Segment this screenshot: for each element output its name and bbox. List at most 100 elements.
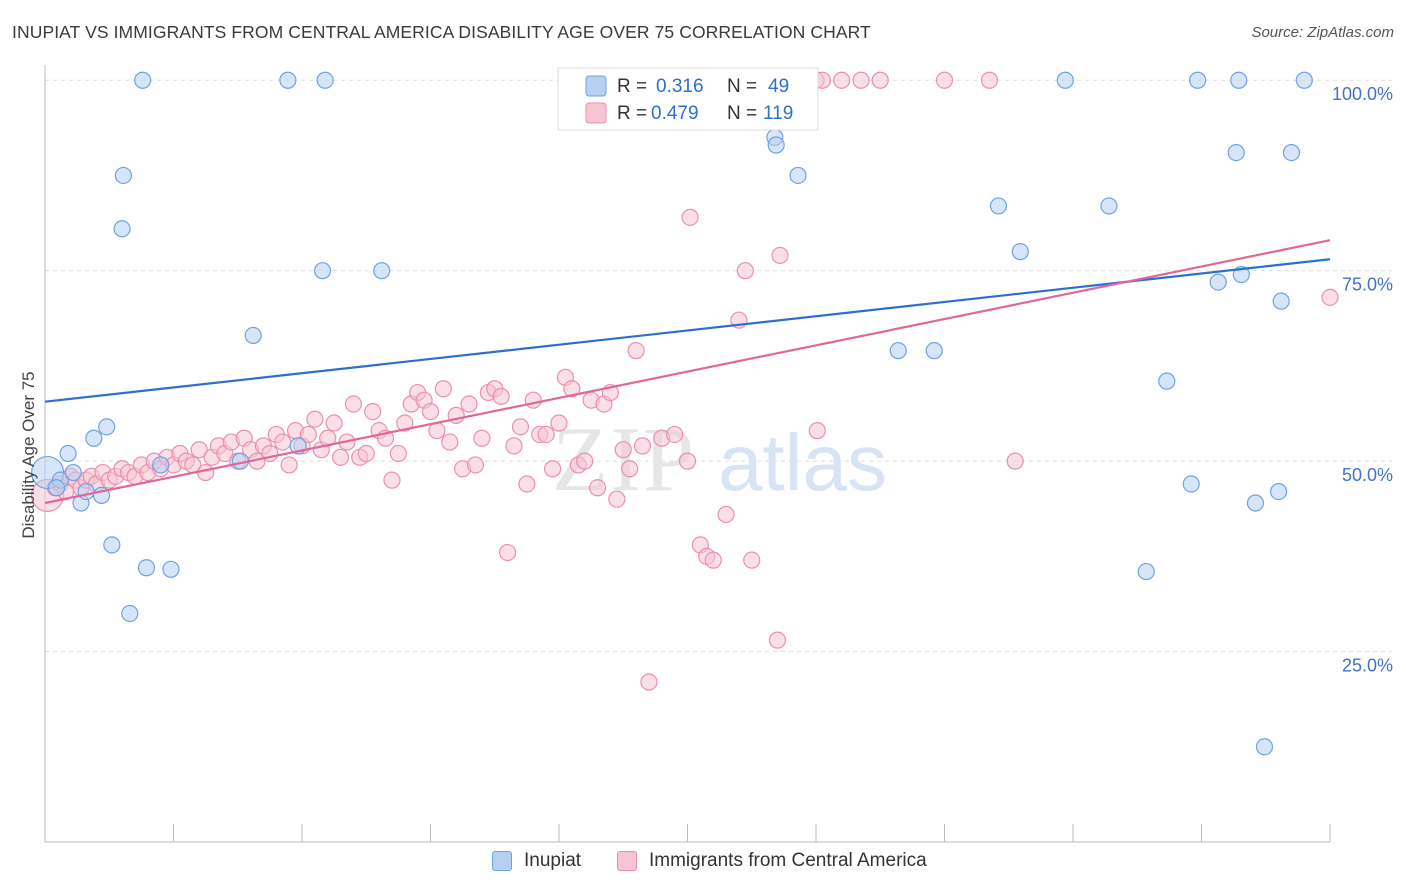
watermark: ZIP atlas <box>552 408 887 510</box>
point-central-america <box>537 425 555 444</box>
y-tick-label: 75.0% <box>1342 275 1393 295</box>
point-inupiat <box>1272 292 1290 310</box>
point-central-america <box>383 471 401 489</box>
y-tick-label: 50.0% <box>1342 465 1393 485</box>
point-central-america <box>421 403 440 421</box>
point-central-america <box>576 452 594 470</box>
point-central-america <box>499 543 517 562</box>
point-central-america <box>344 395 362 413</box>
point-central-america <box>681 208 699 226</box>
axes <box>44 65 1331 843</box>
point-central-america <box>190 441 208 459</box>
point-central-america <box>473 429 491 447</box>
point-central-america <box>588 479 607 497</box>
source-credit: Source: ZipAtlas.com <box>1251 24 1394 41</box>
point-central-america <box>389 444 407 463</box>
point-central-america <box>441 433 459 451</box>
legend-item-inupiat[interactable]: Inupiat <box>492 850 581 872</box>
point-central-america <box>543 460 562 478</box>
point-inupiat <box>1255 738 1274 756</box>
point-central-america <box>466 456 485 474</box>
point-central-america <box>768 631 787 649</box>
y-axis-title: Disability Age Over 75 <box>19 371 38 538</box>
point-inupiat <box>313 262 332 280</box>
point-central-america <box>808 422 826 440</box>
stats-legend-r-label: R = <box>617 103 647 124</box>
legend-swatch-central-america <box>617 851 637 871</box>
point-central-america <box>633 437 652 455</box>
point-inupiat <box>47 479 66 497</box>
point-central-america <box>980 71 999 89</box>
stats-legend-r-value: 0.316 <box>656 76 704 97</box>
point-inupiat <box>121 604 139 623</box>
point-central-america <box>197 463 215 482</box>
point-inupiat <box>767 136 785 154</box>
series-legend: Inupiat Immigrants from Central America <box>0 850 1406 880</box>
point-inupiat <box>244 326 262 345</box>
point-inupiat <box>85 429 103 447</box>
point-central-america <box>621 460 639 478</box>
point-central-america <box>492 387 510 405</box>
point-central-america <box>678 452 697 470</box>
point-central-america <box>299 425 318 444</box>
y-tick-label: 25.0% <box>1342 656 1393 676</box>
stats-legend-swatch-central-america <box>585 102 607 124</box>
point-central-america <box>460 395 478 413</box>
legend-label-central-america: Immigrants from Central America <box>649 850 927 871</box>
point-inupiat <box>77 482 95 501</box>
point-inupiat <box>1269 482 1288 501</box>
point-inupiat <box>114 166 132 185</box>
stats-legend-r-value: 0.479 <box>651 103 699 124</box>
point-central-america <box>306 410 324 428</box>
point-inupiat <box>925 342 943 360</box>
point-central-america <box>325 414 343 432</box>
point-central-america <box>627 342 645 360</box>
point-inupiat <box>1100 197 1118 215</box>
trend-lines <box>44 239 1331 505</box>
point-inupiat <box>789 166 807 185</box>
trend-line-central-america <box>44 239 1331 505</box>
legend-label-inupiat: Inupiat <box>524 850 582 871</box>
point-inupiat <box>279 71 297 89</box>
point-central-america <box>1321 288 1339 306</box>
point-central-america <box>608 490 626 508</box>
point-inupiat <box>134 71 152 89</box>
chart-title: INUPIAT VS IMMIGRANTS FROM CENTRAL AMERI… <box>12 22 871 42</box>
point-inupiat <box>316 71 334 89</box>
point-central-america <box>364 403 382 421</box>
point-inupiat <box>59 444 77 463</box>
point-central-america <box>771 246 789 265</box>
point-inupiat <box>137 559 156 577</box>
point-central-america <box>280 456 298 474</box>
point-inupiat <box>1056 71 1074 89</box>
point-central-america <box>614 441 632 459</box>
point-central-america <box>505 437 523 455</box>
point-inupiat <box>1230 71 1248 89</box>
point-central-america <box>331 448 350 466</box>
stats-legend-r-label: R = <box>617 76 647 97</box>
point-central-america <box>274 433 292 451</box>
y-tick-label: 100.0% <box>1332 84 1393 104</box>
point-inupiat <box>1189 71 1207 89</box>
point-inupiat <box>113 220 131 238</box>
legend-item-central-america[interactable]: Immigrants from Central America <box>617 850 927 872</box>
watermark-atlas: atlas <box>718 418 887 507</box>
point-central-america <box>717 505 735 524</box>
point-inupiat <box>989 197 1008 215</box>
point-central-america <box>524 391 542 409</box>
point-inupiat <box>1011 243 1029 261</box>
point-central-america <box>1006 452 1024 470</box>
point-central-america <box>563 380 581 398</box>
stats-legend-swatch-inupiat <box>585 75 607 97</box>
point-central-america <box>640 673 658 691</box>
point-central-america <box>396 414 414 432</box>
point-central-america <box>550 414 568 432</box>
point-central-america <box>833 71 851 89</box>
stats-legend-n-value: 49 <box>768 76 789 97</box>
data-points <box>30 71 1339 756</box>
point-inupiat <box>373 262 391 280</box>
point-central-america <box>434 380 452 398</box>
legend-swatch-inupiat <box>492 851 512 871</box>
point-central-america <box>871 71 889 89</box>
point-inupiat <box>103 536 121 554</box>
